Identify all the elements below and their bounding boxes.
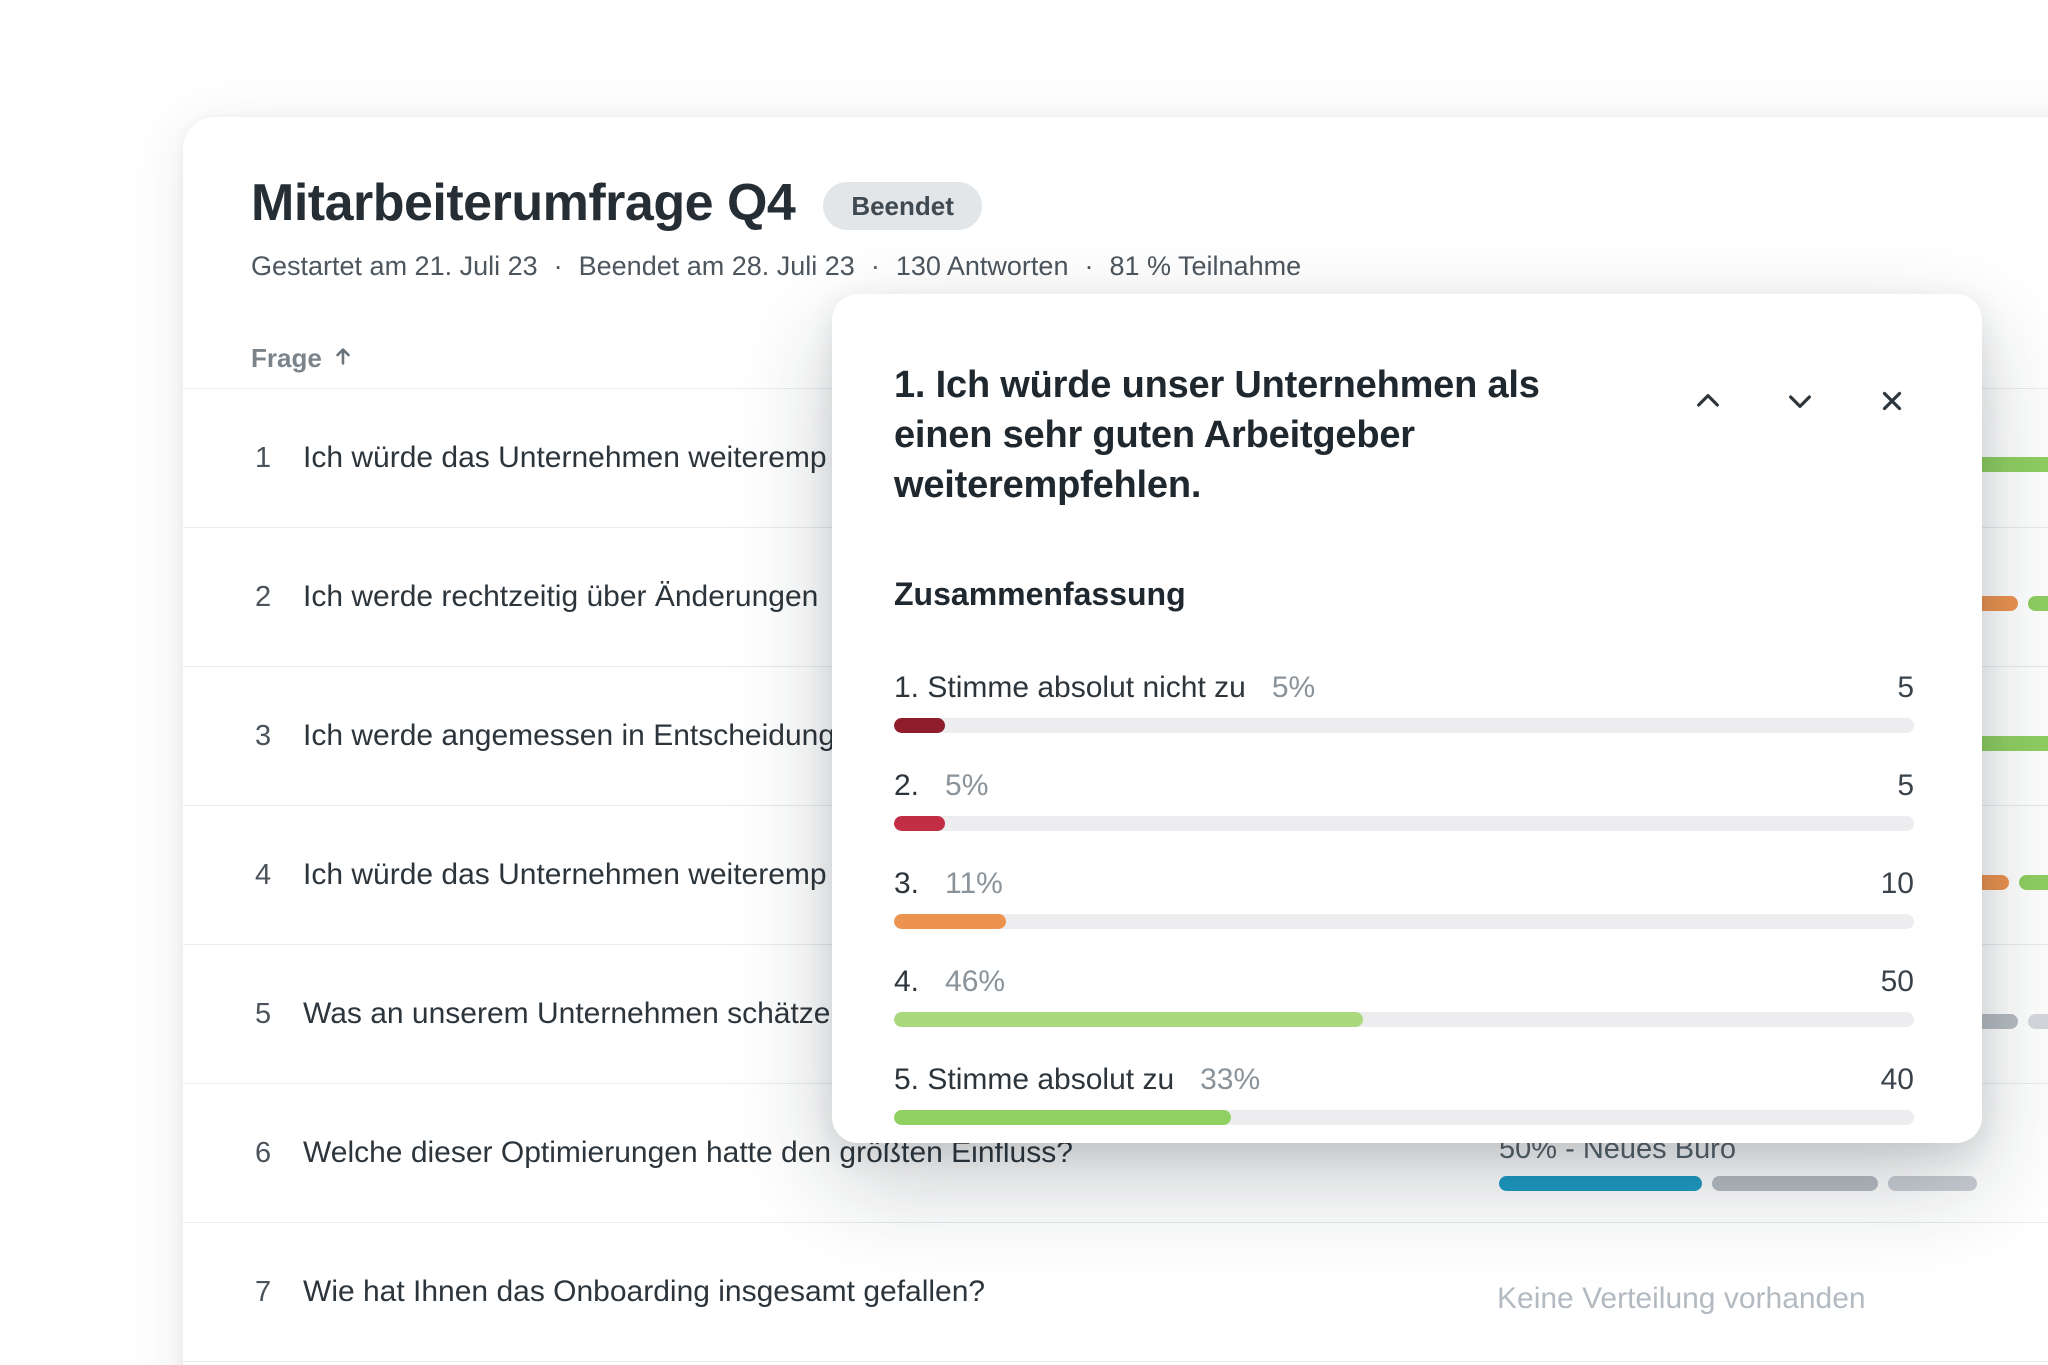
question-number: 1: [255, 441, 272, 474]
question-row-7[interactable]: 7 Wie hat Ihnen das Onboarding insgesamt…: [183, 1223, 2048, 1362]
rating-summary: 1. Stimme absolut nicht zu 5% 5 2. 5% 5: [894, 670, 1914, 1160]
question-number: 4: [255, 858, 272, 891]
rating-bar-fill: [894, 718, 945, 733]
rating-bar-fill: [894, 1110, 1231, 1125]
rating-count: 40: [1880, 1063, 1914, 1096]
meta-responses: 130 Antworten: [895, 251, 1069, 281]
close-button[interactable]: [1872, 382, 1912, 422]
modal-title: 1. Ich würde unser Unternehmen als einen…: [894, 364, 1540, 506]
rating-count: 5: [1897, 769, 1914, 802]
rating-row-5: 5. Stimme absolut zu 33% 40: [894, 1062, 1914, 1125]
question-number: 3: [255, 719, 272, 752]
rating-label: 1. Stimme absolut nicht zu: [894, 671, 1246, 704]
rating-bar-track: [894, 718, 1914, 733]
question-number: 6: [255, 1136, 272, 1169]
question-text: Ich würde das Unternehmen weiteremp: [303, 858, 827, 891]
close-icon: [1877, 386, 1907, 419]
question-column-label: Frage: [251, 343, 322, 373]
rating-count: 50: [1880, 965, 1914, 998]
rating-bar-fill: [894, 1012, 1364, 1027]
page-header: Mitarbeiterumfrage Q4 Beendet Gestartet …: [251, 173, 1301, 282]
page-title: Mitarbeiterumfrage Q4: [251, 174, 796, 232]
meta-participation: 81 % Teilnahme: [1109, 251, 1302, 281]
rating-bar-track: [894, 1110, 1914, 1125]
summary-heading: Zusammenfassung: [894, 576, 1186, 612]
rating-row-3: 3. 11% 10: [894, 866, 1914, 929]
status-badge: Beendet: [823, 181, 982, 231]
rating-percent: 33%: [1200, 1063, 1261, 1096]
question-text: Was an unserem Unternehmen schätze: [303, 997, 831, 1030]
chevron-up-icon: [1692, 385, 1724, 420]
next-question-button[interactable]: [1780, 382, 1820, 422]
rating-percent: 46%: [945, 965, 1006, 998]
meta-separator: ·: [870, 251, 880, 281]
rating-bar-fill: [894, 914, 1007, 929]
previous-question-button[interactable]: [1688, 382, 1728, 422]
rating-percent: 5%: [1271, 671, 1316, 704]
rating-bar-fill: [894, 816, 945, 831]
rating-row-2: 2. 5% 5: [894, 768, 1914, 831]
rating-label: 3.: [894, 867, 920, 900]
rating-bar-track: [894, 816, 1914, 831]
question-number: 5: [255, 997, 272, 1030]
question-text: Ich werde angemessen in Entscheidung: [303, 719, 836, 752]
rating-percent: 5%: [945, 769, 989, 802]
rating-label: 2.: [894, 769, 920, 802]
question-row-2[interactable]: 2 Ich werde rechtzeitig über Änderungen: [183, 528, 2048, 667]
question-column-header[interactable]: Frage: [251, 343, 354, 374]
question-text: Ich würde das Unternehmen weiteremp: [303, 441, 827, 474]
rating-count: 5: [1897, 671, 1914, 704]
survey-meta: Gestartet am 21. Juli 23 · Beendet am 28…: [251, 251, 1301, 282]
rating-bar-track: [894, 914, 1914, 929]
question-text: Ich werde rechtzeitig über Änderungen: [303, 580, 819, 613]
meta-ended: Beendet am 28. Juli 23: [578, 251, 855, 281]
chevron-down-icon: [1784, 385, 1816, 420]
rating-label: 5. Stimme absolut zu: [894, 1063, 1175, 1096]
question-text: Wie hat Ihnen das Onboarding insgesamt g…: [303, 1275, 986, 1308]
sort-ascending-icon: [332, 343, 354, 374]
meta-started: Gestartet am 21. Juli 23: [251, 251, 538, 281]
rating-count: 10: [1880, 867, 1914, 900]
rating-row-1: 1. Stimme absolut nicht zu 5% 5: [894, 670, 1914, 733]
rating-bar-track: [894, 1012, 1914, 1027]
modal-controls: [1688, 382, 1912, 422]
question-detail-modal: 1. Ich würde unser Unternehmen als einen…: [832, 294, 1982, 1143]
question-number: 7: [255, 1275, 272, 1308]
question-number: 2: [255, 580, 272, 613]
rating-row-4: 4. 46% 50: [894, 964, 1914, 1027]
rating-label: 4.: [894, 965, 920, 998]
meta-separator: ·: [1084, 251, 1094, 281]
rating-percent: 11%: [945, 867, 1003, 900]
meta-separator: ·: [553, 251, 563, 281]
